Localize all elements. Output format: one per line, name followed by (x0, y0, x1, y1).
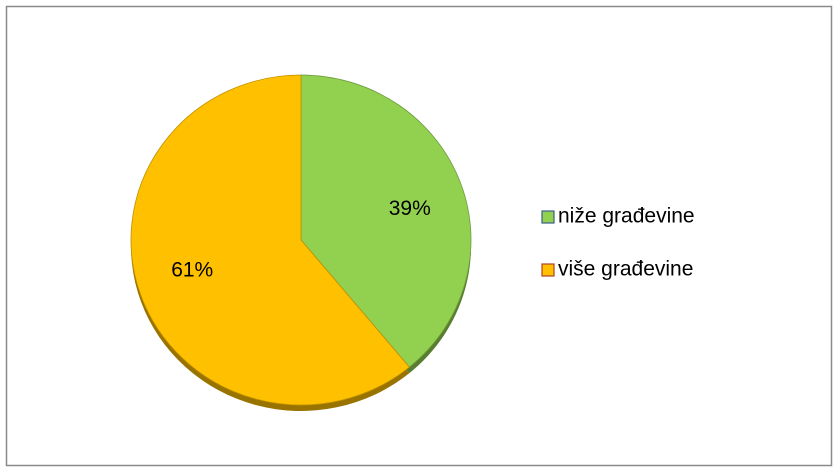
legend-swatch (541, 263, 555, 277)
legend-swatch (541, 210, 555, 224)
legend-label: više građevine (558, 258, 693, 281)
slice (300, 74, 472, 368)
legend-label: niže građevine (558, 205, 695, 228)
slice (130, 74, 410, 406)
data-label: 39% (389, 197, 431, 220)
data-label: 61% (171, 258, 213, 281)
